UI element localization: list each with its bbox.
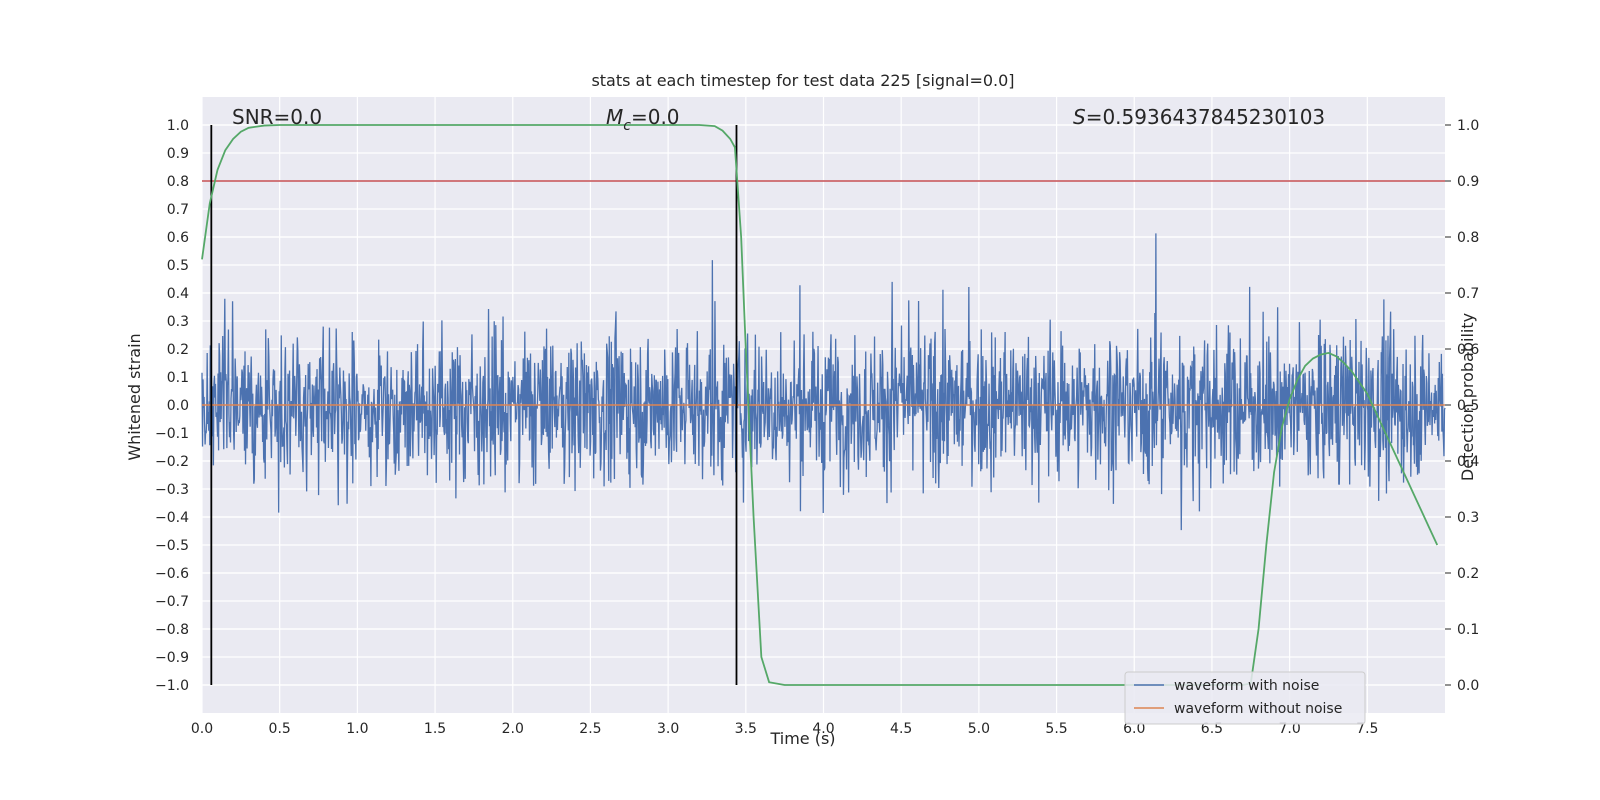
legend-label-clean: waveform without noise xyxy=(1174,701,1342,717)
x-tick-label: 3.5 xyxy=(735,721,757,737)
y-tick-label-right: 0.2 xyxy=(1457,566,1479,582)
chirp-mass-symbol: M xyxy=(606,105,623,129)
y-tick-label: −0.3 xyxy=(155,482,189,498)
y-tick-label-right: 0.9 xyxy=(1457,174,1479,190)
y-tick-label: 0.2 xyxy=(167,342,189,358)
y-tick-label-right: 0.4 xyxy=(1457,454,1479,470)
y-tick-label: 0.5 xyxy=(167,258,189,274)
y-axis-label-right: Detection probability xyxy=(1458,313,1477,481)
y-tick-label: 0.9 xyxy=(167,146,189,162)
y-tick-label-right: 0.1 xyxy=(1457,622,1479,638)
x-tick-label: 6.5 xyxy=(1201,721,1223,737)
tick-layer: 0.0 0.5 1.0 1.5 2.0 2.5 3.0 3.5 4.0 4.5 5.0 5.5 6.0 6… xyxy=(155,118,1479,737)
y-tick-label: 0.3 xyxy=(167,314,189,330)
y-tick-label: 1.0 xyxy=(167,118,189,134)
x-tick-label: 4.5 xyxy=(890,721,912,737)
y-tick-label: −0.4 xyxy=(155,510,189,526)
y-tick-label: 0.4 xyxy=(167,286,189,302)
score-value: =0.5936437845230103 xyxy=(1086,105,1325,129)
y-tick-label: −0.6 xyxy=(155,566,189,582)
y-tick-label: 0.0 xyxy=(167,398,189,414)
y-tick-label: 0.7 xyxy=(167,202,189,218)
y-axis-label: Whitened strain xyxy=(125,333,144,460)
x-tick-label: 0.0 xyxy=(191,721,213,737)
y-tick-label-right: 0.5 xyxy=(1457,398,1479,414)
x-tick-label: 2.5 xyxy=(579,721,601,737)
y-tick-label: 0.1 xyxy=(167,370,189,386)
y-tick-label-right: 1.0 xyxy=(1457,118,1479,134)
x-axis-label: Time (s) xyxy=(769,729,835,748)
x-tick-label: 5.0 xyxy=(968,721,990,737)
chart-title: stats at each timestep for test data 225… xyxy=(591,71,1014,90)
x-tick-label: 1.0 xyxy=(346,721,368,737)
y-tick-label-right: 0.7 xyxy=(1457,286,1479,302)
x-tick-label: 7.0 xyxy=(1278,721,1300,737)
y-tick-label: −0.8 xyxy=(155,622,189,638)
noise-waveform-layer xyxy=(201,233,1446,531)
y-tick-label: 0.6 xyxy=(167,230,189,246)
y-tick-label: −0.9 xyxy=(155,650,189,666)
score-symbol: S xyxy=(1073,105,1086,129)
y-tick-label-right: 0.8 xyxy=(1457,230,1479,246)
chirp-mass-value: =0.0 xyxy=(631,105,680,129)
legend-box xyxy=(1124,671,1366,725)
x-tick-label: 5.5 xyxy=(1045,721,1067,737)
chirp-mass-annotation: Mc=0.0 xyxy=(606,105,680,134)
y-tick-label: −0.7 xyxy=(155,594,189,610)
x-tick-label: 4.0 xyxy=(812,721,834,737)
score-annotation: S=0.5936437845230103 xyxy=(1073,105,1325,129)
y-tick-label-right: 0.6 xyxy=(1457,342,1479,358)
y-tick-label: −0.2 xyxy=(155,454,189,470)
chirp-mass-subscript: c xyxy=(623,118,631,134)
x-tick-label: 1.5 xyxy=(424,721,446,737)
x-tick-label: 6.0 xyxy=(1123,721,1145,737)
y-tick-label: −1.0 xyxy=(155,678,189,694)
y-tick-label: 0.8 xyxy=(167,174,189,190)
y-tick-label-right: 0.0 xyxy=(1457,678,1479,694)
snr-annotation: SNR=0.0 xyxy=(232,105,322,129)
x-tick-label: 3.0 xyxy=(657,721,679,737)
legend: waveform with noise waveform without noi… xyxy=(1124,671,1366,725)
x-tick-label: 2.0 xyxy=(502,721,524,737)
y-tick-label: −0.1 xyxy=(155,426,189,442)
noise-waveform-line xyxy=(201,233,1446,531)
legend-label-noise: waveform with noise xyxy=(1174,678,1319,694)
y-tick-label-right: 0.3 xyxy=(1457,510,1479,526)
x-tick-label: 7.5 xyxy=(1356,721,1378,737)
y-tick-label: −0.5 xyxy=(155,538,189,554)
x-tick-label: 0.5 xyxy=(269,721,291,737)
